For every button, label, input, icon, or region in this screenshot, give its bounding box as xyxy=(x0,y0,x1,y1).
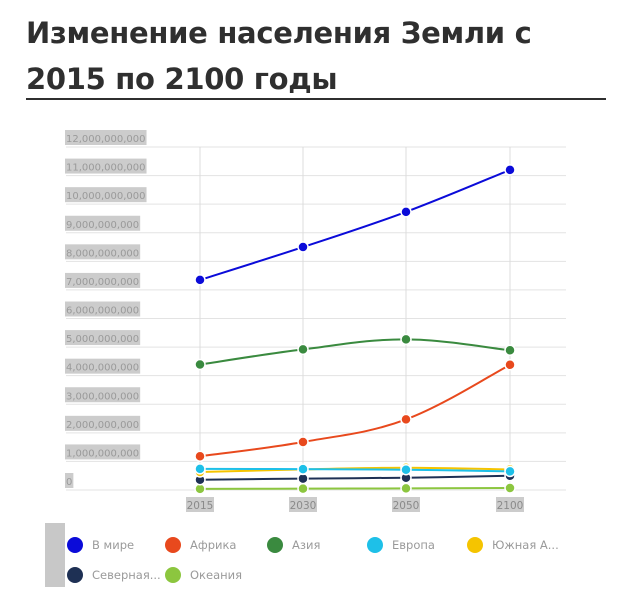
legend-item[interactable]: Европа xyxy=(367,537,435,553)
y-tick-highlight xyxy=(65,187,147,203)
data-point xyxy=(504,164,516,176)
x-tick-label: 2030 xyxy=(290,500,317,512)
legend-item[interactable]: В мире xyxy=(67,537,134,553)
x-tick-highlight xyxy=(289,497,317,512)
legend-label: В мире xyxy=(92,538,135,552)
series-line xyxy=(199,474,511,481)
data-point xyxy=(504,465,516,478)
series-3 xyxy=(194,333,516,371)
series-line xyxy=(199,486,511,490)
y-tick-label: 1,000,000,000 xyxy=(66,448,139,459)
y-tick-label: 8,000,000,000 xyxy=(66,248,139,259)
y-tick-label: 9,000,000,000 xyxy=(66,220,139,231)
data-point xyxy=(400,463,412,476)
legend-scrollbar[interactable] xyxy=(45,523,65,587)
x-tick-label: 2100 xyxy=(497,500,524,512)
y-tick-label: 10,000,000,000 xyxy=(66,191,146,202)
legend-marker xyxy=(367,537,383,553)
x-tick-label: 2015 xyxy=(187,500,214,512)
legend-label: Европа xyxy=(392,538,435,552)
y-tick-label: 2,000,000,000 xyxy=(66,420,139,431)
data-point xyxy=(297,482,309,495)
data-point xyxy=(504,359,516,371)
series-4 xyxy=(194,463,516,478)
legend-label: Северная... xyxy=(92,568,161,582)
series-line xyxy=(199,338,511,366)
legend-marker xyxy=(165,567,181,583)
data-point xyxy=(297,436,309,448)
x-tick-highlight xyxy=(496,497,524,512)
y-tick-highlight xyxy=(65,415,141,431)
x-tick-label: 2050 xyxy=(393,500,420,512)
data-point xyxy=(297,241,309,253)
legend-label: Африка xyxy=(190,538,237,552)
legend-item[interactable]: Африка xyxy=(165,537,236,553)
data-point xyxy=(194,274,206,286)
data-point xyxy=(297,343,309,356)
series-line xyxy=(199,467,511,473)
legend-marker xyxy=(67,567,83,583)
series-2 xyxy=(194,359,516,463)
series-line xyxy=(199,466,511,473)
legend-item[interactable]: Азия xyxy=(267,537,320,553)
series-line xyxy=(199,168,511,281)
legend-marker xyxy=(165,537,181,553)
data-point xyxy=(400,206,412,218)
legend-label: Азия xyxy=(292,538,321,552)
data-point xyxy=(194,358,206,371)
y-tick-label: 4,000,000,000 xyxy=(66,363,139,374)
chart-title: Изменение населения Земли с 2015 по 2100… xyxy=(26,16,532,96)
legend-label: Океания xyxy=(190,568,243,582)
x-tick-highlight xyxy=(186,497,214,512)
x-axis: 2015 2030 2050 2100 xyxy=(186,497,524,512)
line-chart[interactable]: 0 1,000,000,000 2,000,000,000 3,000,000,000… xyxy=(0,0,635,520)
data-point xyxy=(400,482,412,495)
legend-item[interactable]: Южная А... xyxy=(467,537,559,553)
y-axis: 0 1,000,000,000 2,000,000,000 3,000,000,000… xyxy=(65,130,147,488)
y-tick-label: 11,000,000,000 xyxy=(66,163,146,174)
y-tick-highlight xyxy=(65,215,141,231)
legend-label: Южная А... xyxy=(492,538,559,552)
y-tick-label: 0 xyxy=(66,477,72,488)
y-tick-highlight xyxy=(65,444,141,460)
y-tick-highlight xyxy=(65,387,141,403)
y-tick-highlight xyxy=(65,158,147,174)
legend-marker xyxy=(467,537,483,553)
y-tick-highlight xyxy=(65,272,141,288)
series-1 xyxy=(194,164,516,286)
legend-marker xyxy=(267,537,283,553)
y-tick-label: 3,000,000,000 xyxy=(66,391,139,402)
x-tick-highlight xyxy=(392,497,420,512)
y-tick-label: 5,000,000,000 xyxy=(66,334,139,345)
data-point xyxy=(400,333,412,346)
data-point xyxy=(504,344,516,356)
data-point xyxy=(400,413,412,426)
y-tick-highlight xyxy=(65,330,141,346)
data-point xyxy=(194,463,206,475)
legend-marker xyxy=(67,537,83,553)
y-tick-highlight xyxy=(65,358,141,374)
series-line xyxy=(199,363,511,458)
y-tick-highlight xyxy=(65,301,141,317)
legend-item[interactable]: Океания xyxy=(165,567,242,583)
legend-item[interactable]: Северная... xyxy=(67,567,161,583)
gridlines xyxy=(66,146,566,491)
data-point xyxy=(504,482,516,494)
y-tick-highlight xyxy=(65,244,141,260)
y-tick-highlight xyxy=(65,473,74,488)
data-point xyxy=(194,450,206,463)
y-tick-label: 7,000,000,000 xyxy=(66,277,139,288)
y-tick-highlight xyxy=(65,130,147,145)
series-6 xyxy=(194,469,516,486)
data-point xyxy=(297,463,309,475)
y-tick-label: 6,000,000,000 xyxy=(66,306,139,317)
y-tick-label: 12,000,000,000 xyxy=(66,134,146,145)
series-7 xyxy=(194,482,516,495)
title-divider xyxy=(26,98,606,100)
